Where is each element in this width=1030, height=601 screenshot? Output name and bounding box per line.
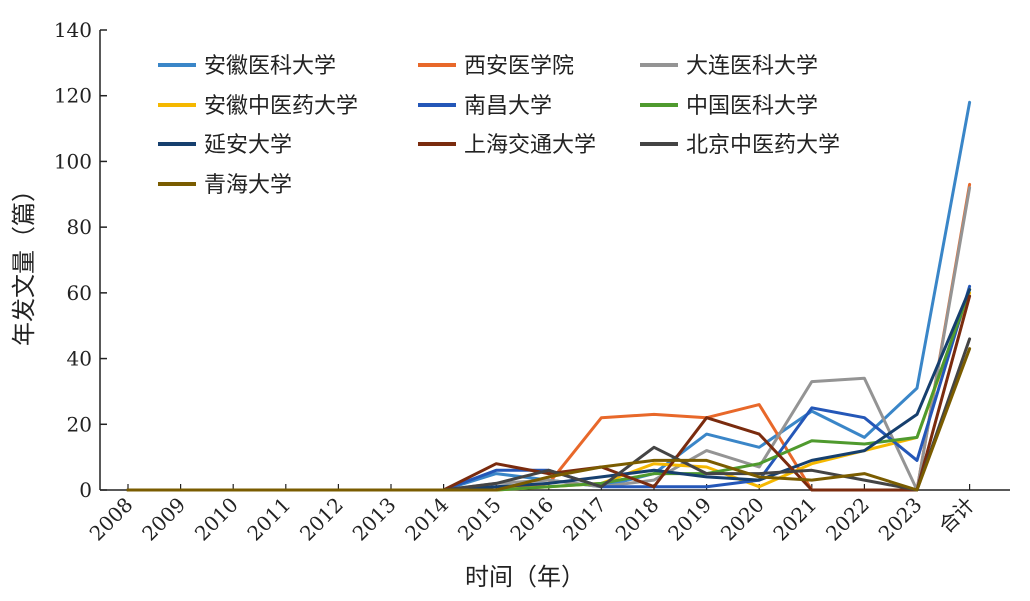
y-tick-label: 80 xyxy=(67,215,92,239)
x-tick-label: 2017 xyxy=(558,493,611,546)
x-tick-label: 2008 xyxy=(85,493,138,546)
x-ticks: 2008 2009 2010 2011 2012 2013 2014 2015 2016 2017… xyxy=(85,484,979,546)
y-tick-label: 20 xyxy=(67,412,92,436)
y-tick-label: 60 xyxy=(67,281,92,305)
x-tick-label: 2014 xyxy=(400,493,453,546)
series-line-8 xyxy=(126,294,972,492)
series-line-5 xyxy=(126,284,972,492)
x-tick-label: 2012 xyxy=(295,493,348,546)
y-axis-label: 年发文量（篇） xyxy=(10,178,38,346)
x-tick-label: 合计 xyxy=(934,493,979,538)
x-tick-label: 2020 xyxy=(716,493,769,546)
x-tick-label: 2021 xyxy=(768,493,821,546)
legend-label: 上海交通大学 xyxy=(464,133,596,158)
x-tick-label: 2010 xyxy=(190,493,243,546)
legend-label: 南昌大学 xyxy=(464,94,552,119)
series-line-6 xyxy=(126,288,972,492)
legend-label: 青海大学 xyxy=(204,173,292,198)
legend-label: 中国医科大学 xyxy=(686,94,818,119)
series-line-1 xyxy=(126,100,972,492)
x-tick-label: 2016 xyxy=(505,493,558,546)
y-tick-label: 120 xyxy=(54,84,92,108)
series-line-10 xyxy=(126,347,972,492)
legend-label: 延安大学 xyxy=(204,133,292,158)
x-axis-label: 时间（年） xyxy=(465,563,585,591)
x-tick-label: 2023 xyxy=(874,493,927,546)
x-tick-label: 2013 xyxy=(348,493,401,546)
series-line-3 xyxy=(126,186,972,492)
x-tick-label: 2015 xyxy=(453,493,506,546)
legend-label: 西安医学院 xyxy=(464,54,574,79)
y-tick-label: 40 xyxy=(67,347,92,371)
series-line-7 xyxy=(126,288,972,492)
series-line-4 xyxy=(126,291,972,492)
legend-label: 大连医科大学 xyxy=(686,54,818,79)
y-tick-label: 100 xyxy=(54,149,92,173)
legend-label: 北京中医药大学 xyxy=(686,133,840,158)
legend-label: 安徽医科大学 xyxy=(204,54,336,79)
x-tick-label: 2009 xyxy=(137,493,190,546)
series-lines xyxy=(126,100,972,492)
y-tick-label: 140 xyxy=(54,18,92,42)
legend-label: 安徽中医药大学 xyxy=(204,94,358,119)
y-tick-label: 0 xyxy=(79,478,92,502)
y-ticks: 0 20 40 60 80 100 120 140 xyxy=(54,18,107,502)
x-tick-label: 2019 xyxy=(663,493,716,546)
x-tick-label: 2011 xyxy=(242,493,295,546)
x-tick-label: 2018 xyxy=(611,493,664,546)
x-tick-label: 2022 xyxy=(821,493,874,546)
